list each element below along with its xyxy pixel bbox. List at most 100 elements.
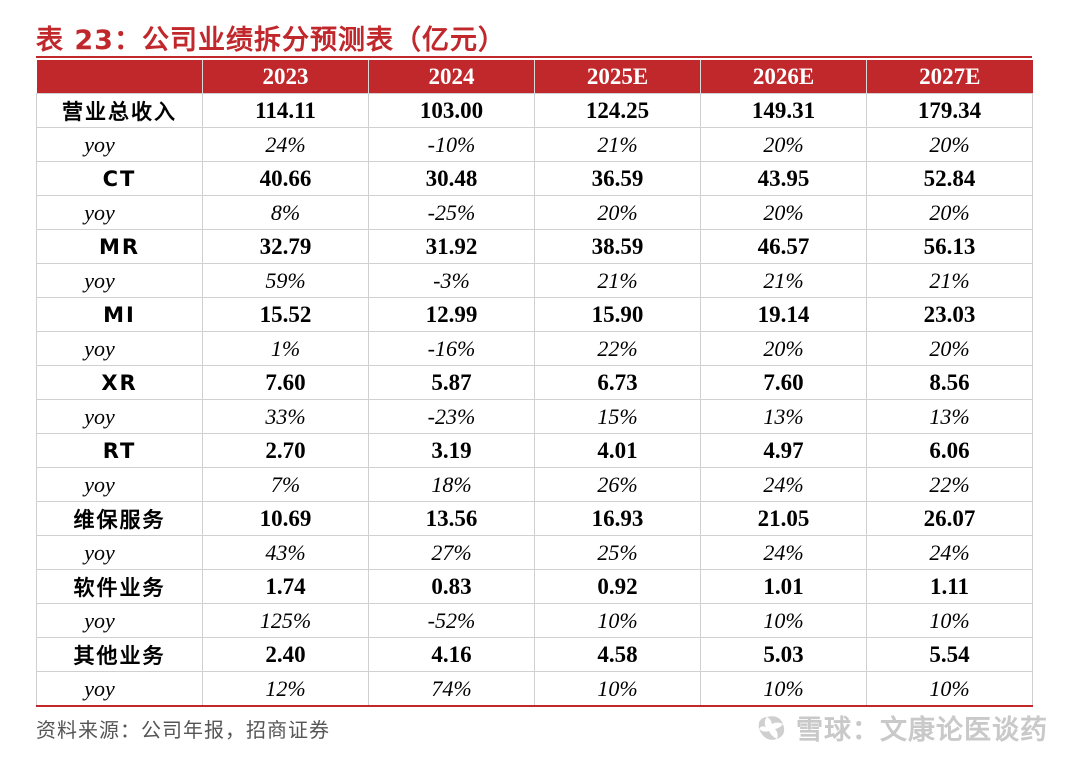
table-cell: 149.31 [700,93,867,128]
table-cell: 124.25 [534,93,701,128]
table-cell: 24% [700,467,867,502]
table-cell: 6.06 [866,433,1033,468]
row-label: yoy [36,399,203,434]
table-cell: 114.11 [202,93,369,128]
table-cell: 21% [866,263,1033,298]
table-cell: 20% [534,195,701,230]
table-cell: 1.74 [202,569,369,604]
row-label: yoy [36,263,203,298]
table-cell: -3% [368,263,535,298]
table-row: MI 15.52 12.99 15.90 19.14 23.03 [36,297,1033,332]
table-cell: 32.79 [202,229,369,264]
table-cell: 33% [202,399,369,434]
table-cell: 2.40 [202,637,369,672]
table-cell: 20% [700,127,867,162]
table-cell: 20% [700,331,867,366]
table-cell: 36.59 [534,161,701,196]
table-cell: 5.03 [700,637,867,672]
table-cell: 13.56 [368,501,535,536]
table-cell: 0.83 [368,569,535,604]
table-cell: 31.92 [368,229,535,264]
watermark-text: 雪球：文康论医谈药 [796,715,1048,746]
table-cell: 26% [534,467,701,502]
watermark: 雪球：文康论医谈药 [754,708,1048,747]
yoy-row: yoy 43% 27% 25% 24% 24% [36,535,1033,570]
header-cell-2026e: 2026E [700,60,867,94]
table-row: CT 40.66 30.48 36.59 43.95 52.84 [36,161,1033,196]
table-cell: 40.66 [202,161,369,196]
table-row: 维保服务 10.69 13.56 16.93 21.05 26.07 [36,501,1033,536]
table-cell: 8% [202,195,369,230]
table-cell: 20% [866,127,1033,162]
table-cell: 10% [534,603,701,638]
yoy-row: yoy 24% -10% 21% 20% 20% [36,127,1033,162]
table-cell: 125% [202,603,369,638]
table-cell: 5.54 [866,637,1033,672]
table-cell: 30.48 [368,161,535,196]
table-cell: 26.07 [866,501,1033,536]
table-cell: 18% [368,467,535,502]
title-divider [36,56,1032,58]
table-row: 软件业务 1.74 0.83 0.92 1.01 1.11 [36,569,1033,604]
table-cell: 179.34 [866,93,1033,128]
table-cell: 27% [368,535,535,570]
row-label: yoy [36,603,203,638]
table-cell: 1% [202,331,369,366]
table-cell: 22% [866,467,1033,502]
table-cell: 4.58 [534,637,701,672]
table-cell: 10% [866,603,1033,638]
table-cell: 56.13 [866,229,1033,264]
table-body: 营业总收入 114.11 103.00 124.25 149.31 179.34 yoy 24… [36,93,1033,707]
header-cell-2024: 2024 [368,60,535,94]
table-cell: 43.95 [700,161,867,196]
table-cell: 20% [700,195,867,230]
table-cell: 24% [202,127,369,162]
table-cell: 24% [700,535,867,570]
row-label: yoy [36,467,203,502]
table-cell: 1.01 [700,569,867,604]
table-cell: 1.11 [866,569,1033,604]
table-cell: 7.60 [700,365,867,400]
yoy-row: yoy 1% -16% 22% 20% 20% [36,331,1033,366]
table-row: XR 7.60 5.87 6.73 7.60 8.56 [36,365,1033,400]
table-row: 其他业务 2.40 4.16 4.58 5.03 5.54 [36,637,1033,672]
row-label: yoy [36,671,203,707]
table-cell: 19.14 [700,297,867,332]
table-cell: 59% [202,263,369,298]
row-label: 其他业务 [36,637,203,672]
table-cell: -10% [368,127,535,162]
table-cell: 10% [700,603,867,638]
table-cell: 10% [866,671,1033,707]
table-cell: 4.16 [368,637,535,672]
table-cell: 74% [368,671,535,707]
table-cell: -25% [368,195,535,230]
row-label: XR [36,365,203,400]
table-cell: 10% [700,671,867,707]
table-cell: 7% [202,467,369,502]
table-cell: 10.69 [202,501,369,536]
table-cell: 15.52 [202,297,369,332]
table-cell: 4.97 [700,433,867,468]
yoy-row: yoy 33% -23% 15% 13% 13% [36,399,1033,434]
table-cell: 15.90 [534,297,701,332]
header-cell-label [36,60,203,94]
row-label: 软件业务 [36,569,203,604]
table-cell: 8.56 [866,365,1033,400]
table-cell: 21% [534,127,701,162]
header-cell-2027e: 2027E [866,60,1033,94]
table-cell: 21% [534,263,701,298]
table-cell: 25% [534,535,701,570]
table-cell: 3.19 [368,433,535,468]
table-cell: -52% [368,603,535,638]
table-cell: 12.99 [368,297,535,332]
table-cell: 5.87 [368,365,535,400]
yoy-row: yoy 59% -3% 21% 21% 21% [36,263,1033,298]
table-cell: 0.92 [534,569,701,604]
table-cell: 38.59 [534,229,701,264]
table-title: 表 23：公司业绩拆分预测表（亿元） [36,25,506,56]
table-cell: 2.70 [202,433,369,468]
table-cell: 16.93 [534,501,701,536]
table-cell: 21.05 [700,501,867,536]
table-cell: 13% [866,399,1033,434]
table-cell: 52.84 [866,161,1033,196]
